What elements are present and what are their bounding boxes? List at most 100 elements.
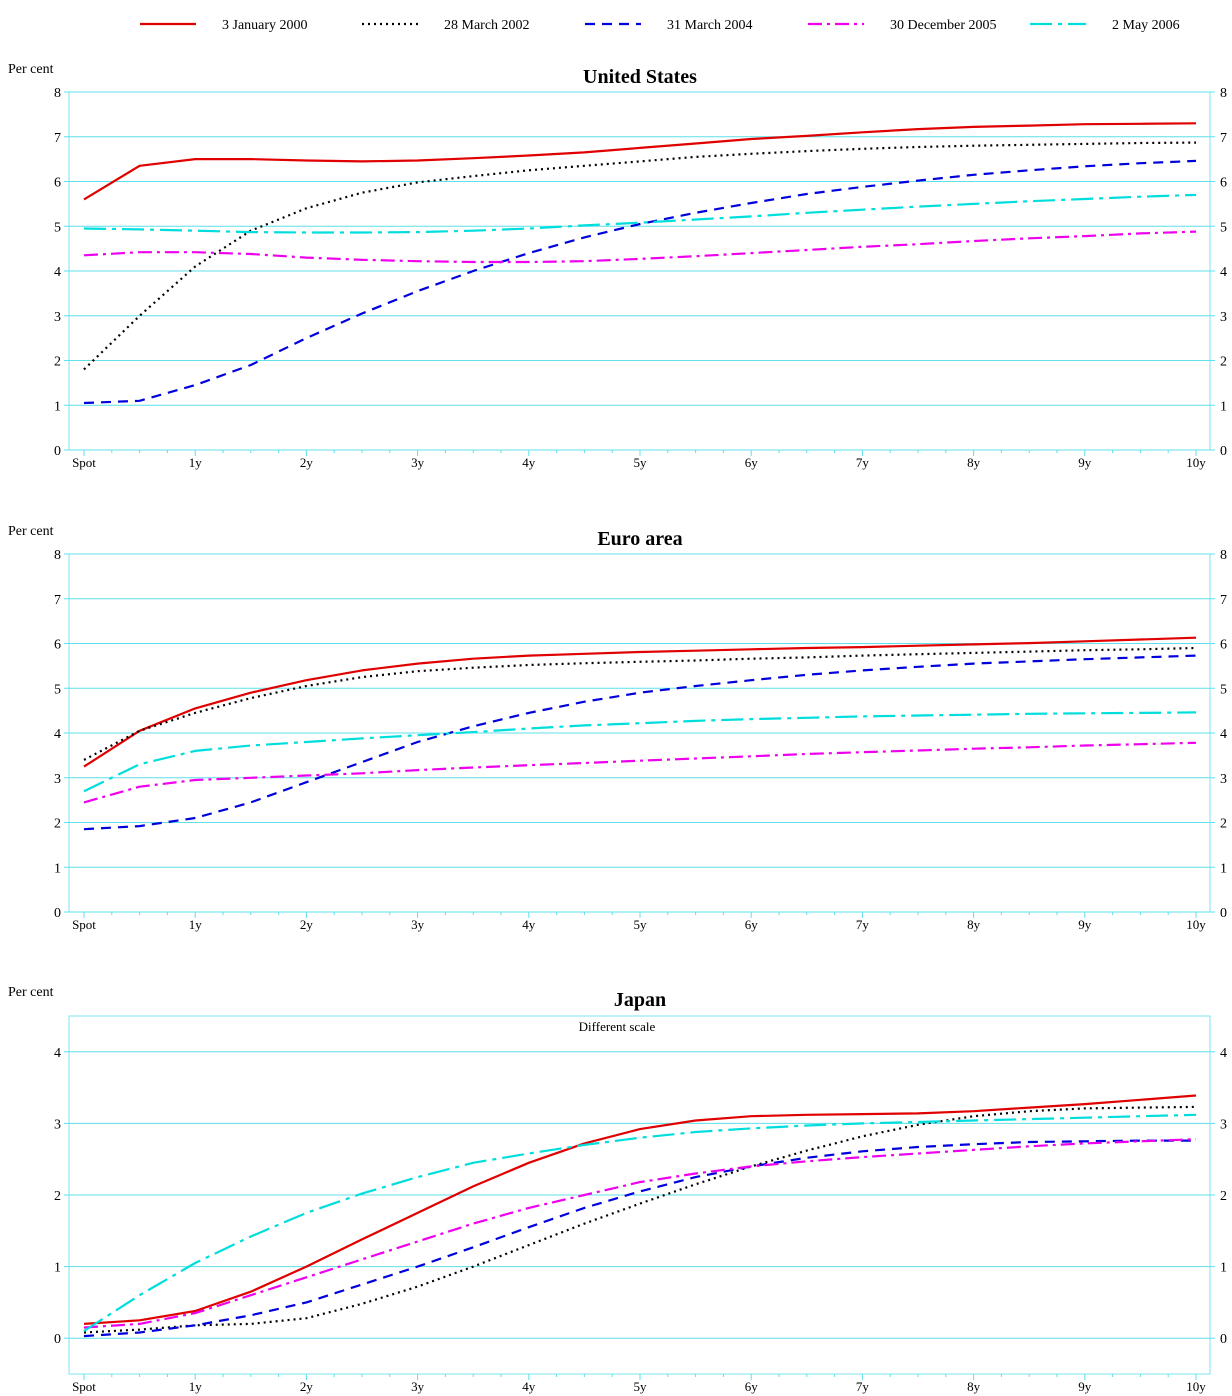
xtick-label-4y: 4y	[522, 917, 536, 932]
legend-label-2-may-2006: 2 May 2006	[1112, 18, 1180, 33]
xtick-label-7y: 7y	[856, 455, 870, 470]
legend-label-30-december-2005: 30 December 2005	[890, 18, 997, 33]
ytick-label-right: 4	[1220, 1046, 1227, 1061]
xtick-label-2y: 2y	[300, 917, 314, 932]
ytick-label-right: 6	[1220, 176, 1227, 191]
panel-subtitle: Different scale	[579, 1019, 656, 1034]
xtick-label-2y: 2y	[300, 1379, 314, 1394]
ytick-label-right: 1	[1220, 1261, 1227, 1276]
ytick-label-left: 8	[54, 548, 61, 563]
panel-united-states: 0 0 1 1 2 2 3 3 4 4 5 5 6 6 7 7 8 8 Spot 1y 2y 3y 4y 5y 6y 7y 8y 9y…	[8, 62, 1227, 470]
series-line-30-december-2005	[83, 230, 1197, 264]
xtick-label-8y: 8y	[967, 1379, 981, 1394]
series-line-31-march-2004	[83, 654, 1197, 831]
ytick-label-right: 2	[1220, 355, 1227, 370]
xtick-label-8y: 8y	[967, 455, 981, 470]
xtick-label-8y: 8y	[967, 917, 981, 932]
xtick-label-4y: 4y	[522, 1379, 536, 1394]
y-axis-label: Per cent	[8, 524, 54, 539]
series-line-31-march-2004	[83, 159, 1197, 405]
ytick-label-right: 0	[1220, 906, 1227, 921]
ytick-label-left: 7	[54, 593, 61, 608]
ytick-label-left: 2	[54, 355, 61, 370]
ytick-label-left: 2	[54, 1189, 61, 1204]
series-line-3-january-2000	[83, 636, 1197, 768]
xtick-label-1y: 1y	[189, 917, 203, 932]
series-line-28-march-2002	[83, 646, 1197, 761]
series-line-2-may-2006	[83, 711, 1197, 793]
series-line-28-march-2002	[83, 141, 1197, 371]
ytick-label-left: 4	[54, 265, 61, 280]
xtick-label-10y: 10y	[1186, 917, 1206, 932]
xtick-label-10y: 10y	[1186, 455, 1206, 470]
ytick-label-left: 1	[54, 1261, 61, 1276]
series-line-30-december-2005	[83, 1138, 1197, 1329]
series-line-2-may-2006	[83, 1113, 1197, 1332]
chart-panels: 0 0 1 1 2 2 3 3 4 4 5 5 6 6 7 7 8 8 Spot 1y 2y 3y 4y 5y 6y 7y 8y 9y…	[8, 62, 1227, 1394]
xtick-label-4y: 4y	[522, 455, 536, 470]
ytick-label-right: 0	[1220, 1332, 1227, 1347]
ytick-label-left: 1	[54, 399, 61, 414]
ytick-label-right: 1	[1220, 399, 1227, 414]
ytick-label-right: 3	[1220, 1117, 1227, 1132]
ytick-label-left: 5	[54, 220, 61, 235]
ytick-label-left: 7	[54, 131, 61, 146]
series-line-2-may-2006	[83, 193, 1197, 234]
xtick-label-6y: 6y	[745, 917, 759, 932]
ytick-label-left: 4	[54, 1046, 61, 1061]
ytick-label-right: 3	[1220, 310, 1227, 325]
ytick-label-left: 6	[54, 638, 61, 653]
ytick-label-left: 6	[54, 176, 61, 191]
xtick-label-5y: 5y	[634, 917, 648, 932]
xtick-label-spot: Spot	[72, 455, 96, 470]
ytick-label-right: 3	[1220, 772, 1227, 787]
ytick-label-left: 0	[54, 906, 61, 921]
xtick-label-7y: 7y	[856, 1379, 870, 1394]
series-line-3-january-2000	[83, 1094, 1197, 1325]
ytick-label-right: 6	[1220, 638, 1227, 653]
ytick-label-left: 5	[54, 682, 61, 697]
legend-label-3-january-2000: 3 January 2000	[222, 18, 308, 33]
ytick-label-right: 0	[1220, 444, 1227, 459]
xtick-label-spot: Spot	[72, 1379, 96, 1394]
ytick-label-left: 3	[54, 310, 61, 325]
panel-title: United States	[583, 66, 697, 88]
panel-title: Euro area	[597, 528, 682, 550]
xtick-label-5y: 5y	[634, 1379, 648, 1394]
xtick-label-1y: 1y	[189, 1379, 203, 1394]
ytick-label-left: 3	[54, 1117, 61, 1132]
xtick-label-6y: 6y	[745, 455, 759, 470]
legend-label-28-march-2002: 28 March 2002	[444, 18, 530, 33]
xtick-label-7y: 7y	[856, 917, 870, 932]
ytick-label-left: 0	[54, 1332, 61, 1347]
ytick-label-left: 1	[54, 861, 61, 876]
ytick-label-left: 8	[54, 86, 61, 101]
ytick-label-right: 4	[1220, 727, 1227, 742]
ytick-label-right: 8	[1220, 548, 1227, 563]
xtick-label-2y: 2y	[300, 455, 314, 470]
ytick-label-left: 2	[54, 817, 61, 832]
xtick-label-9y: 9y	[1078, 455, 1092, 470]
y-axis-label: Per cent	[8, 62, 54, 77]
ytick-label-left: 3	[54, 772, 61, 787]
panel-japan: 0 0 1 1 2 2 3 3 4 4 Spot 1y 2y 3y 4y 5y 6y 7y 8y 9y 10y Per c…	[8, 985, 1227, 1394]
xtick-label-3y: 3y	[411, 455, 425, 470]
panel-title: Japan	[614, 989, 666, 1011]
xtick-label-3y: 3y	[411, 917, 425, 932]
series-line-31-march-2004	[83, 1139, 1196, 1338]
xtick-label-spot: Spot	[72, 917, 96, 932]
xtick-label-9y: 9y	[1078, 1379, 1092, 1394]
series-line-3-january-2000	[83, 122, 1197, 201]
legend: 3 January 2000 28 March 2002 31 March 2004…	[140, 18, 1180, 33]
ytick-label-right: 8	[1220, 86, 1227, 101]
ytick-label-right: 7	[1220, 593, 1227, 608]
ytick-label-right: 2	[1220, 817, 1227, 832]
ytick-label-right: 2	[1220, 1189, 1227, 1204]
series-line-28-march-2002	[83, 1105, 1197, 1334]
y-axis-label: Per cent	[8, 985, 54, 1000]
ytick-label-right: 1	[1220, 861, 1227, 876]
ytick-label-left: 0	[54, 444, 61, 459]
ytick-label-right: 4	[1220, 265, 1227, 280]
ytick-label-right: 5	[1220, 682, 1227, 697]
